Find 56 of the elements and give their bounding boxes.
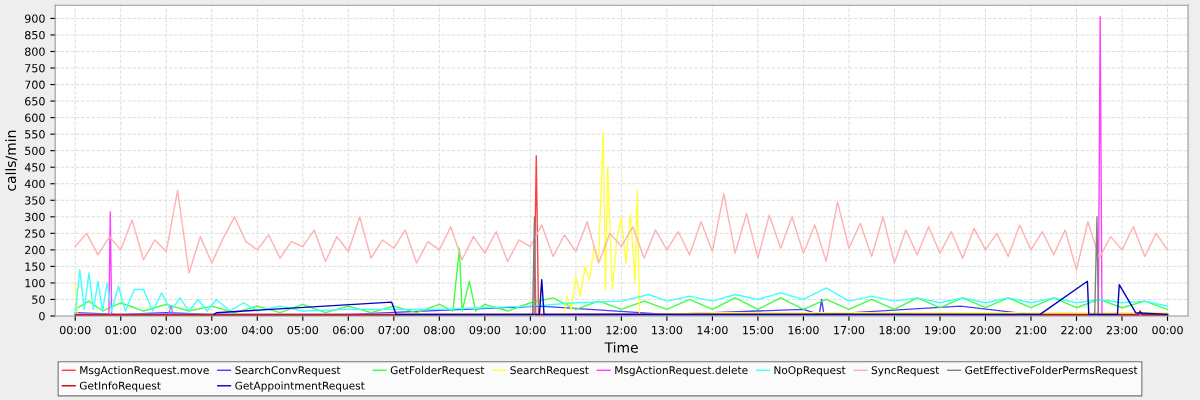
x-tick-label: 14:00 <box>697 325 728 335</box>
x-tick-label: 13:00 <box>652 325 683 335</box>
y-tick-label: 400 <box>24 179 45 189</box>
x-tick-label: 00:00 <box>59 325 91 335</box>
y-tick-label: 50 <box>32 295 45 304</box>
y-tick-label: 200 <box>25 245 45 255</box>
y-axis-title: calls/min <box>5 130 18 191</box>
y-tick-label: 100 <box>25 278 45 288</box>
x-tick-label: 02:00 <box>150 325 182 335</box>
y-tick-label: 450 <box>24 163 45 172</box>
x-tick-label: 06:00 <box>333 325 364 335</box>
x-tick-label: 01:00 <box>105 325 137 335</box>
y-tick-label: 250 <box>25 229 45 238</box>
legend-label: SyncRequest <box>871 366 940 377</box>
legend-label: GetEffectiveFolderPermsRequest <box>965 365 1138 377</box>
x-tick-label: 00:00 <box>1152 325 1183 335</box>
legend-label: SearchConvRequest <box>235 365 341 377</box>
legend-label: GetAppointmentRequest <box>235 381 365 392</box>
y-tick-label: 750 <box>25 64 45 73</box>
y-tick-label: 550 <box>25 130 45 139</box>
x-tick-label: 11:00 <box>561 325 592 335</box>
x-tick-label: 09:00 <box>469 325 501 335</box>
x-tick-label: 21:00 <box>1015 325 1047 335</box>
y-tick-label: 600 <box>25 113 45 122</box>
x-tick-label: 05:00 <box>287 325 319 335</box>
x-tick-label: 15:00 <box>743 325 774 335</box>
legend-label: MsgActionRequest.move <box>80 365 209 377</box>
legend-label: SearchRequest <box>510 365 589 377</box>
y-tick-label: 900 <box>24 14 45 23</box>
y-tick-label: 500 <box>25 146 45 156</box>
x-tick-label: 20:00 <box>970 325 1001 335</box>
x-tick-label: 03:00 <box>196 325 228 335</box>
legend-label: GetFolderRequest <box>390 365 485 377</box>
y-tick-label: 800 <box>25 47 45 56</box>
legend-label: GetInfoRequest <box>79 381 161 392</box>
y-tick-label: 350 <box>25 196 45 205</box>
y-tick-label: 850 <box>25 30 45 40</box>
y-tick-label: 700 <box>25 80 45 89</box>
y-tick-label: 650 <box>25 97 45 106</box>
x-tick-label: 12:00 <box>606 325 637 335</box>
x-tick-label: 19:00 <box>925 325 956 335</box>
x-tick-label: 04:00 <box>242 325 273 335</box>
y-tick-label: 150 <box>25 262 45 271</box>
legend-label: MsgActionRequest.delete <box>615 365 748 377</box>
x-tick-label: 23:00 <box>1106 325 1138 335</box>
x-tick-label: 10:00 <box>515 325 546 335</box>
x-tick-label: 07:00 <box>378 325 410 335</box>
x-tick-label: 18:00 <box>879 325 910 335</box>
x-axis-title: Time <box>604 342 638 353</box>
legend-label: NoOpRequest <box>774 366 846 377</box>
x-tick-label: 22:00 <box>1061 325 1092 335</box>
x-tick-label: 08:00 <box>424 325 455 335</box>
x-tick-label: 17:00 <box>834 325 865 335</box>
x-tick-label: 16:00 <box>788 325 819 335</box>
y-tick-label: 300 <box>25 212 45 222</box>
y-tick-label: 0 <box>39 311 45 321</box>
